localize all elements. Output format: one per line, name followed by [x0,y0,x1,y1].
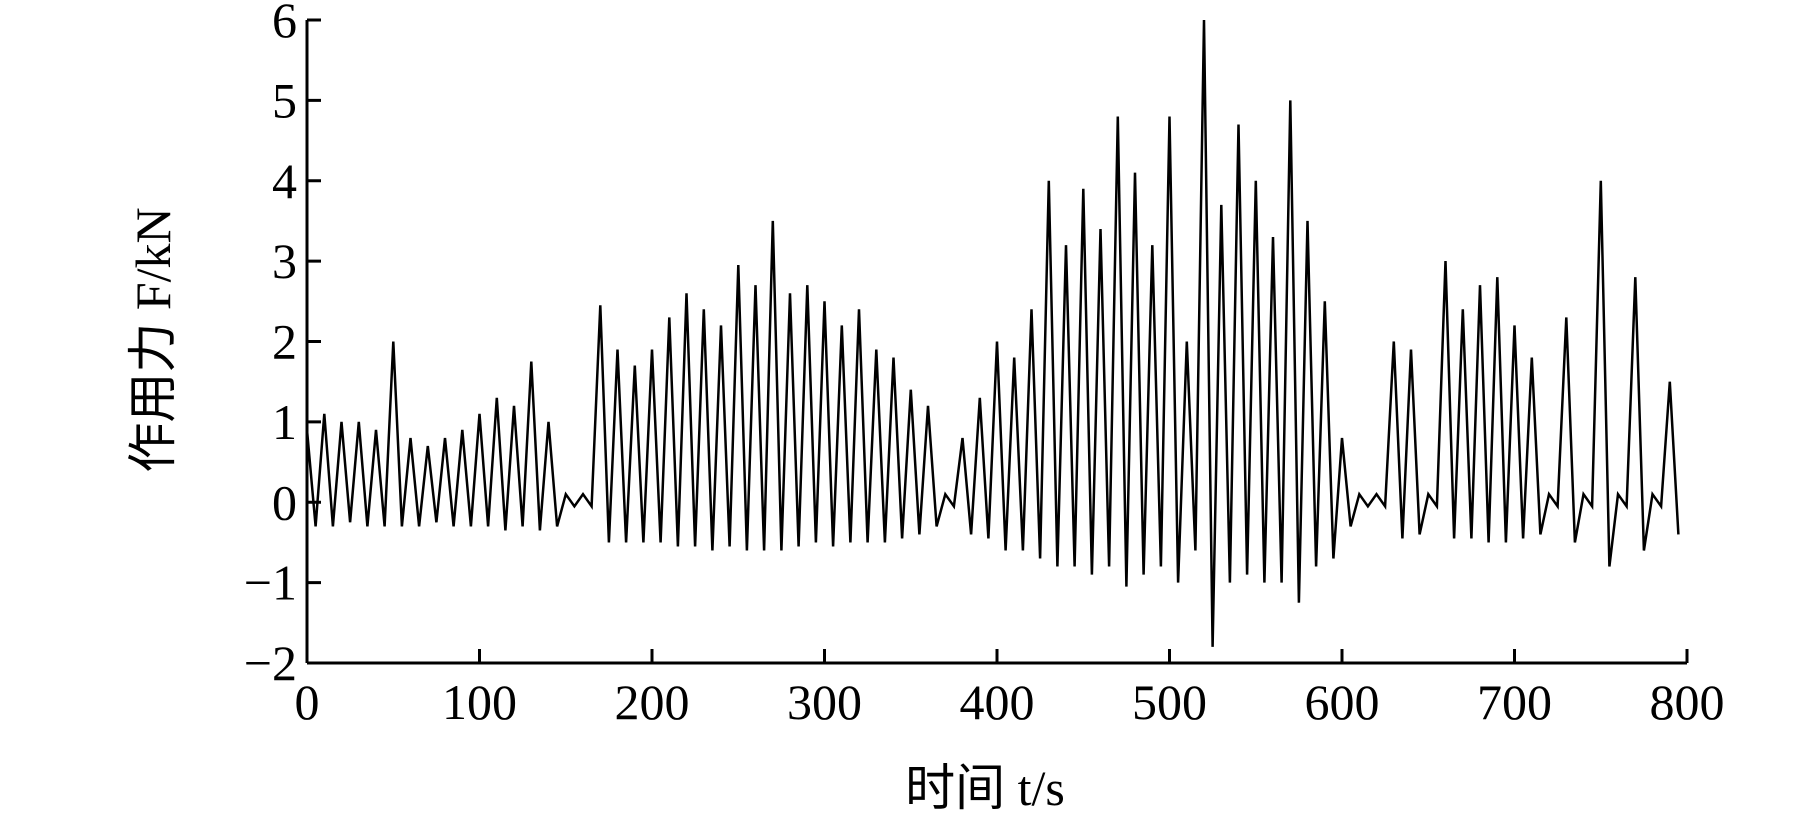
y-tick-label: 2 [272,314,297,370]
y-tick-label: 3 [272,233,297,289]
x-tick-label: 700 [1477,674,1552,730]
y-tick-label: −2 [244,635,297,691]
x-tick-label: 500 [1132,674,1207,730]
y-tick-label: 5 [272,72,297,128]
x-axis-label: 时间 t/s [905,760,1065,816]
x-tick-label: 400 [960,674,1035,730]
signal-line [305,19,1680,647]
y-tick-label: 6 [272,0,297,48]
x-tick-label: 800 [1650,674,1725,730]
x-tick-label: 0 [295,674,320,730]
x-tick-label: 300 [787,674,862,730]
x-tick-label: 600 [1305,674,1380,730]
y-tick-label: 4 [272,153,297,209]
y-tick-label: −1 [244,555,297,611]
y-tick-label: 0 [272,474,297,530]
x-tick-label: 100 [442,674,517,730]
y-axis-label: 作用力 F/kN [125,207,181,472]
x-tick-label: 200 [615,674,690,730]
y-tick-label: 1 [272,394,297,450]
